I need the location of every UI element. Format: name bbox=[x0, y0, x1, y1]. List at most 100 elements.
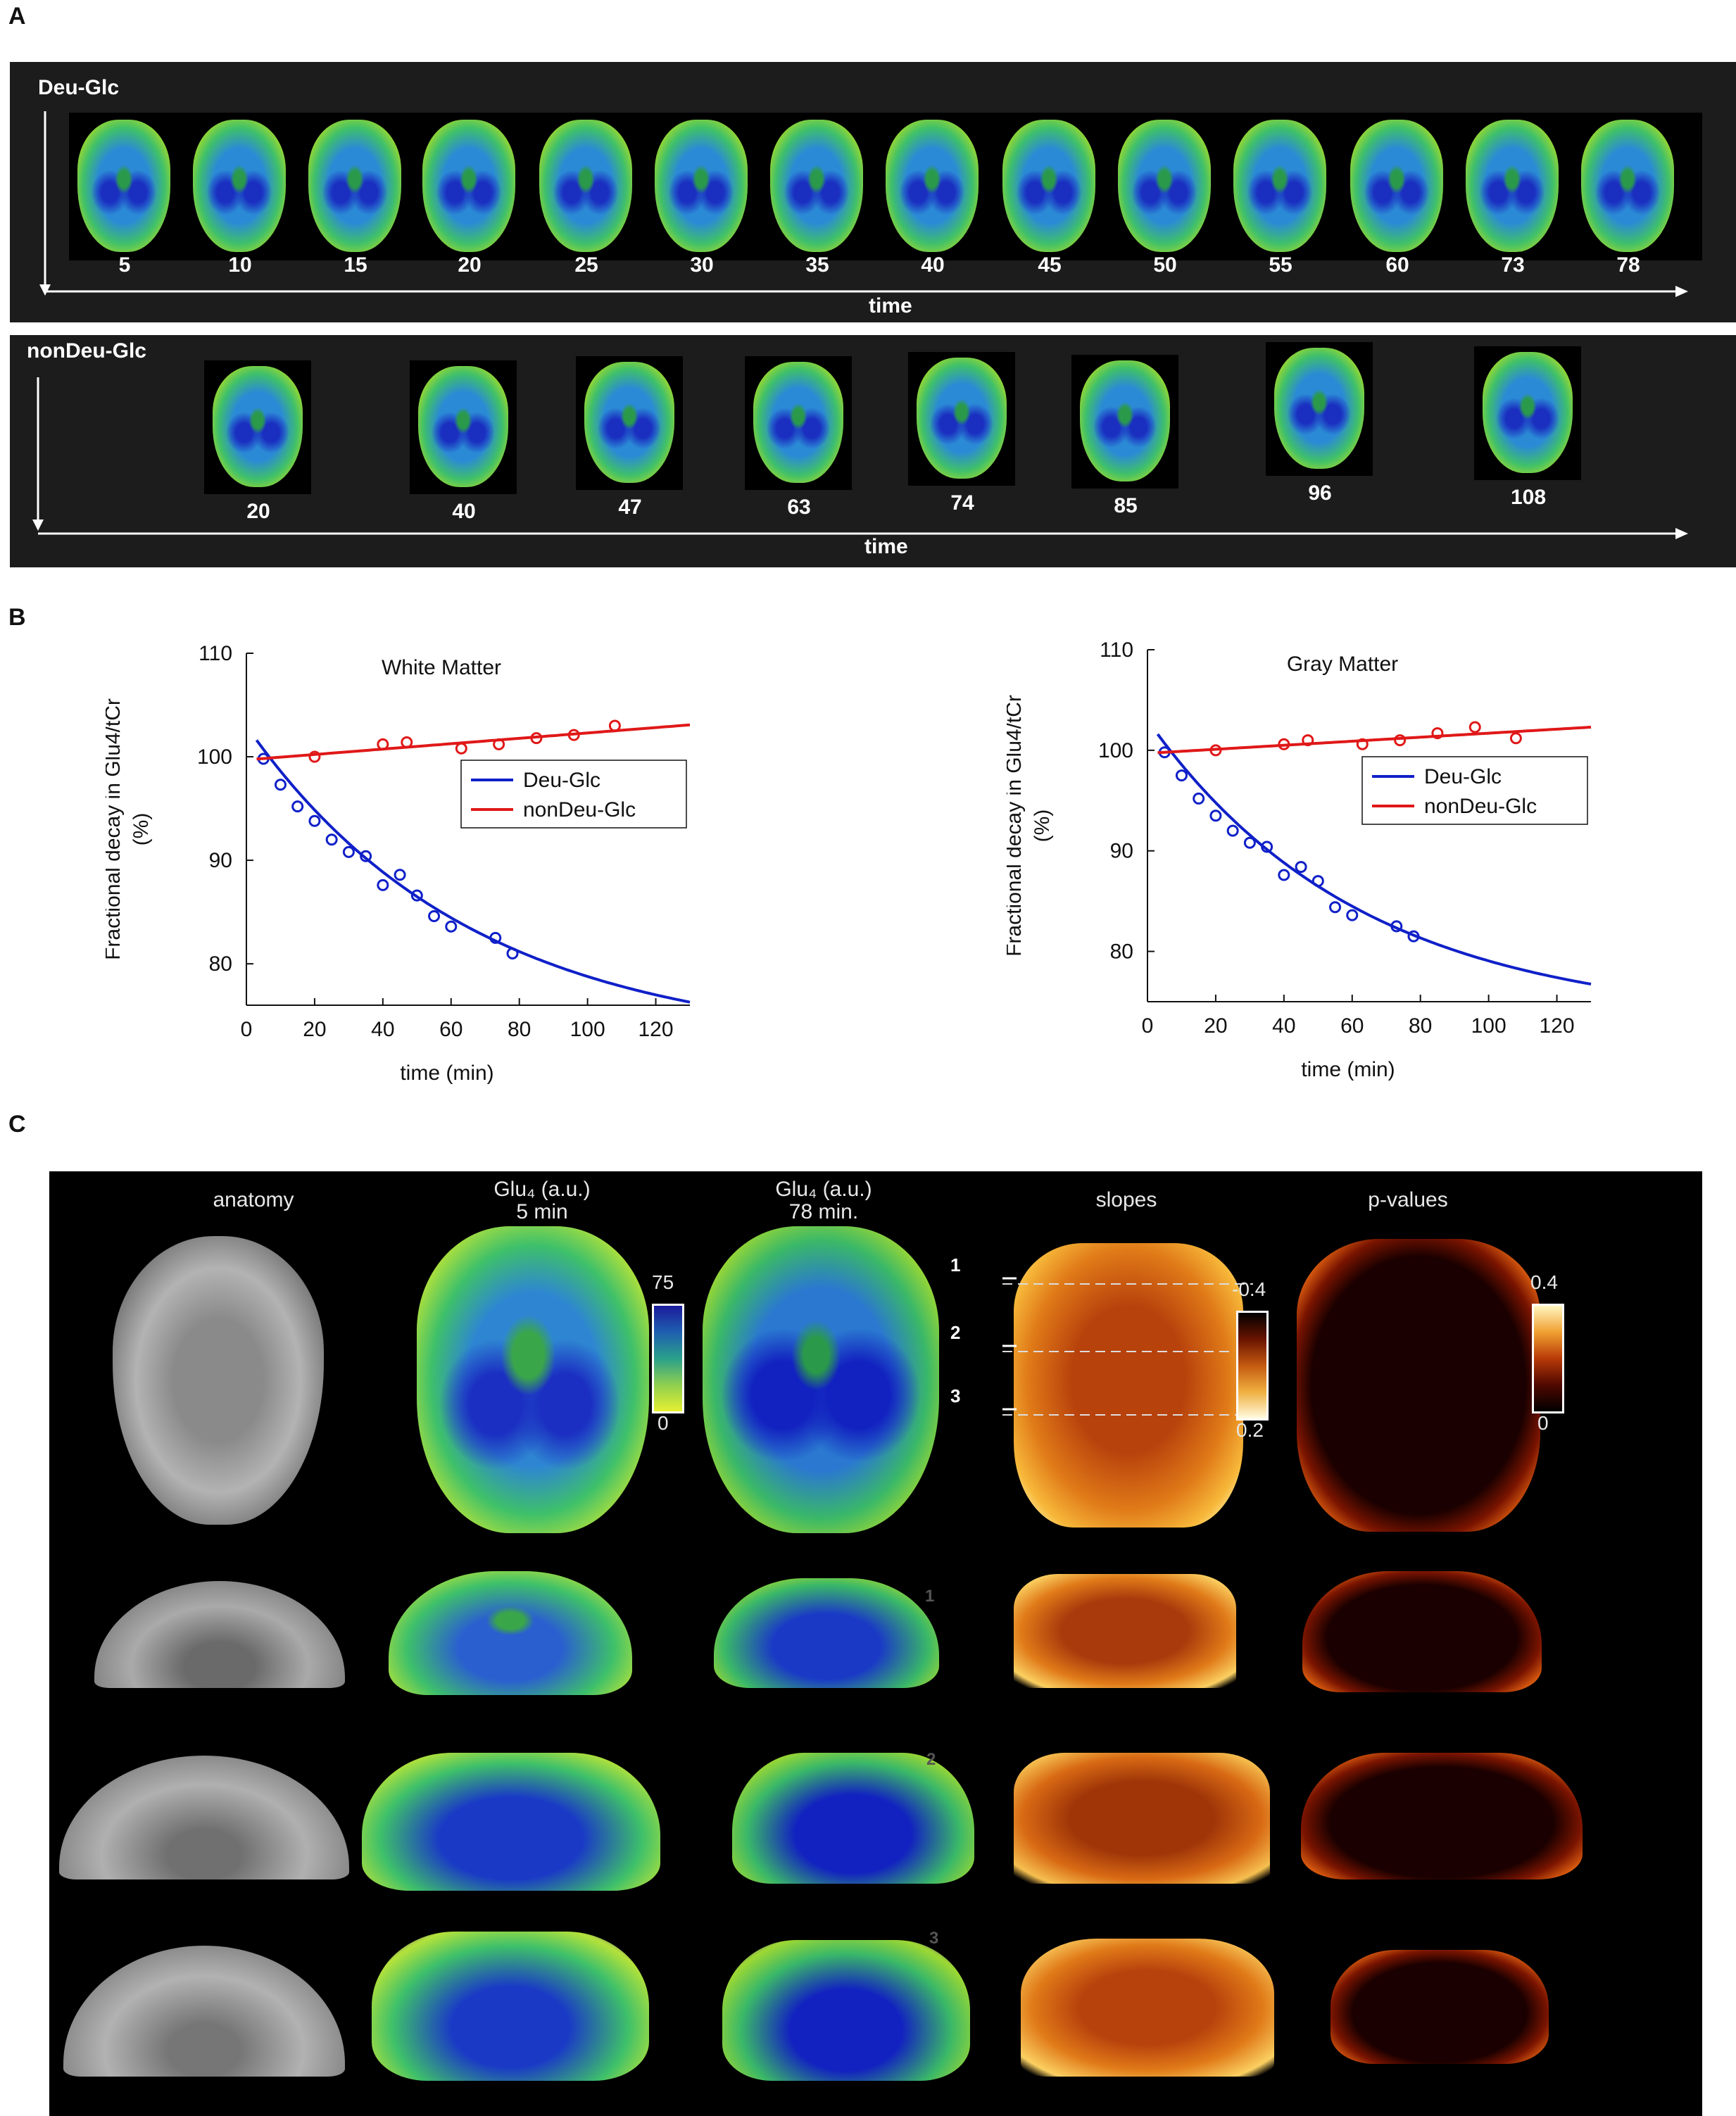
glu-78min-coronal-1 bbox=[714, 1578, 939, 1688]
nondeu-glc-brain-map bbox=[584, 362, 674, 483]
x-tick-label: 100 bbox=[1471, 1014, 1507, 1038]
panel-c-letter: C bbox=[8, 1111, 26, 1138]
slopes-axial bbox=[1014, 1243, 1243, 1528]
y-tick-label: 80 bbox=[209, 952, 232, 976]
x-axis-label: time (min) bbox=[1301, 1058, 1395, 1081]
deu-glc-time-point: 5 bbox=[118, 253, 131, 277]
x-tick-label: 60 bbox=[439, 1018, 463, 1041]
deu-glc-brain-map bbox=[77, 120, 170, 252]
deu-glc-time-point: 45 bbox=[1038, 253, 1062, 277]
deu-glc-time-point: 10 bbox=[228, 253, 252, 277]
panel-b-letter: B bbox=[8, 604, 26, 631]
header-glu-78min-line1: Glu₄ (a.u.) bbox=[775, 1178, 872, 1201]
data-point bbox=[455, 742, 467, 755]
fit-line bbox=[1157, 726, 1592, 755]
deu-glc-brain-map bbox=[1466, 120, 1559, 252]
header-glu-5min-line2: 5 min bbox=[516, 1200, 568, 1223]
nondeu-glc-brain-map bbox=[1080, 360, 1170, 481]
nondeu-glc-brain-map bbox=[1483, 352, 1573, 473]
data-point bbox=[567, 729, 580, 741]
data-point bbox=[1243, 836, 1256, 849]
data-point bbox=[1394, 734, 1407, 747]
slopes-coronal-1 bbox=[1014, 1574, 1236, 1688]
glu-78min-coronal-2 bbox=[732, 1753, 974, 1884]
x-tick-label: 100 bbox=[570, 1018, 605, 1041]
glu-colorbar bbox=[652, 1304, 684, 1413]
deu-glc-brain-map bbox=[770, 120, 863, 252]
y-tick-label: 80 bbox=[1110, 940, 1133, 964]
nondeu-glc-time-point: 40 bbox=[452, 500, 476, 523]
x-tick-label: 120 bbox=[1540, 1014, 1575, 1038]
pvalues-coronal-2 bbox=[1301, 1753, 1583, 1879]
slopes-coronal-2 bbox=[1014, 1753, 1270, 1884]
data-point bbox=[489, 931, 502, 944]
y-axis-label-line2: (%) bbox=[130, 813, 153, 846]
data-point bbox=[1356, 738, 1369, 750]
legend-label: Deu-Glc bbox=[523, 769, 600, 792]
deu-glc-time-point: 20 bbox=[458, 253, 482, 277]
y-tick-label: 110 bbox=[1100, 638, 1133, 662]
deu-glc-brain-map bbox=[422, 120, 515, 252]
nondeu-glc-brain-map bbox=[917, 358, 1007, 479]
pvalues-colorbar bbox=[1532, 1304, 1564, 1413]
data-point bbox=[308, 750, 321, 763]
deu-glc-brain-map bbox=[539, 120, 632, 252]
deu-glc-brain-map bbox=[1350, 120, 1443, 252]
chart-title: Gray Matter bbox=[1287, 653, 1398, 676]
data-point bbox=[1226, 824, 1239, 837]
x-tick-label: 120 bbox=[639, 1018, 674, 1041]
pvalues-colorbar-top: 0.4 bbox=[1530, 1271, 1558, 1293]
deu-glc-time-point: 73 bbox=[1501, 253, 1525, 277]
data-point bbox=[401, 736, 413, 748]
anatomy-coronal-3 bbox=[63, 1946, 345, 2077]
nondeu-glc-strip: nonDeu-Glc 20 40 47 63 74 85 96 108 time bbox=[10, 335, 1736, 567]
anatomy-coronal-1 bbox=[94, 1581, 345, 1688]
slopes-colorbar-bottom: 0.2 bbox=[1236, 1419, 1264, 1441]
deu-glc-brain-map bbox=[886, 120, 979, 252]
data-point bbox=[410, 889, 423, 902]
data-point bbox=[377, 738, 389, 750]
deu-glc-brain-map bbox=[308, 120, 401, 252]
data-point bbox=[1390, 920, 1403, 933]
data-point bbox=[308, 814, 321, 827]
data-point bbox=[325, 833, 338, 846]
data-point bbox=[342, 845, 355, 858]
data-point bbox=[1312, 875, 1324, 888]
nondeu-glc-time-point: 20 bbox=[246, 500, 270, 523]
deu-glc-brain-map bbox=[1233, 120, 1326, 252]
deu-glc-time-point: 40 bbox=[921, 253, 945, 277]
fit-line bbox=[256, 723, 691, 761]
deu-glc-brain-map bbox=[193, 120, 286, 252]
nondeu-glc-brain-map bbox=[213, 366, 303, 487]
slopes-colorbar-top: -0.4 bbox=[1232, 1278, 1266, 1300]
slice-1-label: 1 bbox=[925, 1587, 935, 1606]
legend-label: nonDeu-Glc bbox=[1424, 795, 1537, 818]
white-matter-chart: 0 20 40 60 80 100 120 80 90 100 110 time (min) Fract… bbox=[106, 642, 691, 1085]
deu-glc-time-point: 35 bbox=[805, 253, 829, 277]
data-point bbox=[274, 779, 287, 791]
legend-label: Deu-Glc bbox=[1424, 765, 1502, 788]
x-tick-label: 20 bbox=[303, 1018, 326, 1041]
glu-colorbar-min: 0 bbox=[658, 1412, 669, 1434]
data-point bbox=[493, 738, 505, 750]
data-point bbox=[1431, 727, 1444, 740]
deu-glc-time-point: 15 bbox=[344, 253, 367, 277]
nondeu-glc-brain-map bbox=[753, 362, 843, 483]
slice-guides bbox=[1002, 1277, 1253, 1416]
data-point bbox=[1278, 738, 1290, 750]
header-slopes: slopes bbox=[1095, 1188, 1157, 1211]
data-point bbox=[530, 732, 543, 745]
data-point bbox=[1509, 732, 1522, 745]
deu-glc-time-point: 78 bbox=[1616, 253, 1640, 277]
data-point bbox=[1407, 930, 1420, 943]
y-tick-label: 110 bbox=[199, 642, 232, 665]
y-tick-label: 100 bbox=[197, 745, 232, 769]
data-point bbox=[445, 920, 458, 933]
slopes-coronal-3 bbox=[1021, 1939, 1274, 2077]
header-glu-78min: Glu₄ (a.u.) 78 min. bbox=[725, 1178, 922, 1223]
nondeu-glc-time-label: time bbox=[864, 535, 908, 558]
panel-c-figure: anatomy Glu₄ (a.u.) 5 min Glu₄ (a.u.) 78… bbox=[49, 1171, 1702, 2116]
y-axis-label-line1: Fractional decay in Glu4/tCr bbox=[106, 698, 125, 960]
x-tick-label: 40 bbox=[1272, 1014, 1295, 1038]
anatomy-axial bbox=[113, 1236, 324, 1525]
